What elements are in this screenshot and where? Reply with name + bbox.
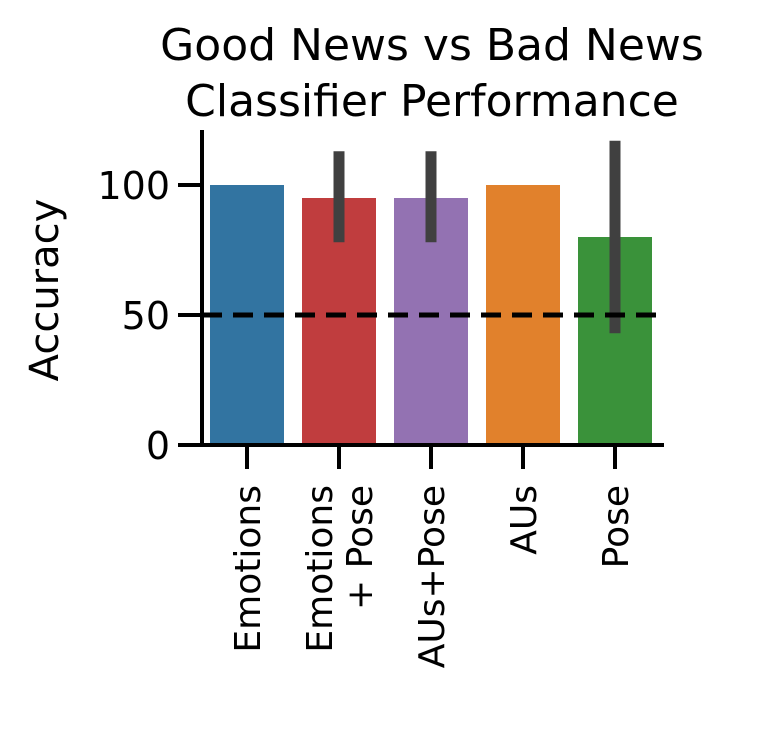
- x-tick-label-1-line-1: + Pose: [340, 485, 381, 610]
- x-tick-label-3-line-0: AUs: [504, 485, 545, 555]
- x-tick-label-2: AUs+Pose: [412, 485, 453, 668]
- y-axis-label: Accuracy: [22, 199, 68, 382]
- y-tick-label-0: 0: [146, 424, 170, 468]
- x-tick-label-2-line-0: AUs+Pose: [412, 485, 453, 668]
- y-tick-label-2: 100: [97, 164, 170, 208]
- x-tick-label-3: AUs: [504, 485, 545, 555]
- chart-title-line-1: Good News vs Bad News: [160, 20, 704, 71]
- x-tick-label-4-line-0: Pose: [596, 485, 637, 568]
- x-tick-label-4: Pose: [596, 485, 637, 568]
- x-tick-label-0-line-0: Emotions: [228, 485, 269, 653]
- x-tick-label-1-line-0: Emotions: [300, 485, 341, 653]
- x-tick-label-0: Emotions: [228, 485, 269, 653]
- chart-title-line-2: Classifier Performance: [185, 76, 679, 127]
- x-tick-label-1: Emotions+ Pose: [300, 485, 381, 653]
- y-tick-label-1: 50: [122, 294, 170, 338]
